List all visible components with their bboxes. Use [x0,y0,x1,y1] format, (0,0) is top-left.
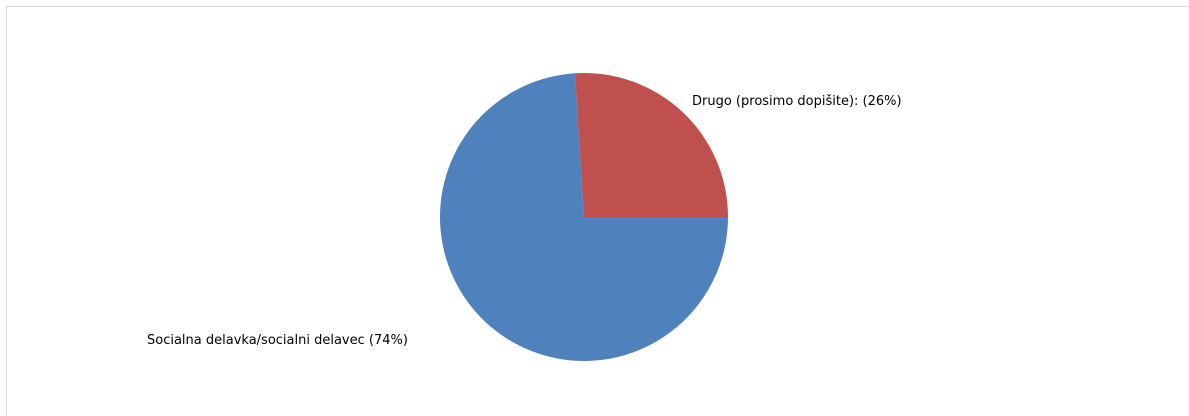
pie-slices [440,72,729,361]
pie-slice-drugo [574,72,729,217]
pie-slice-socialna-delavka [440,73,728,361]
slice-label-socialna-delavka: Socialna delavka/socialni delavec (74%) [147,333,408,348]
slice-label-drugo: Drugo (prosimo dopišite): (26%) [692,94,902,109]
